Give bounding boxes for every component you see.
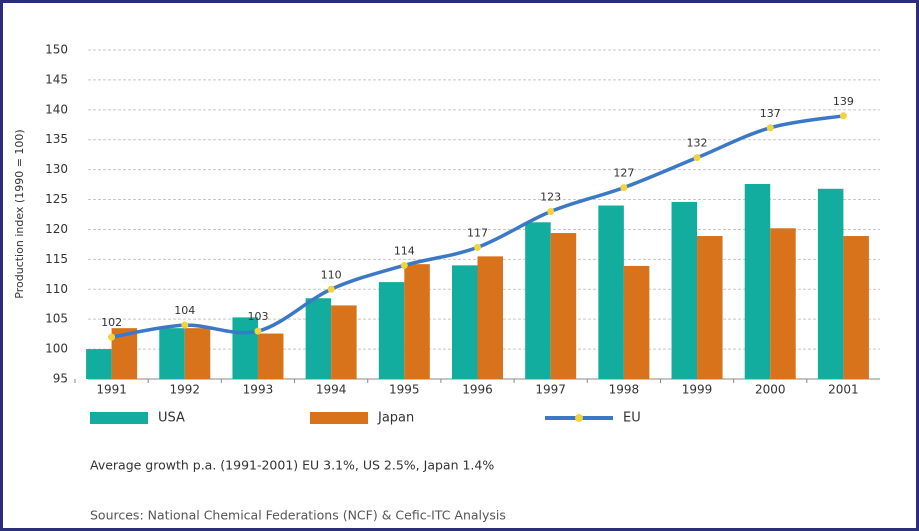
data-label: 123 [540, 191, 561, 204]
y-tick-label: 95 [53, 372, 68, 386]
bar [525, 222, 551, 379]
x-tick-label: 1998 [609, 383, 640, 397]
y-tick-label: 140 [45, 102, 68, 116]
data-label: 114 [394, 244, 415, 257]
bar [477, 256, 503, 379]
y-tick-label: 100 [45, 342, 68, 356]
y-tick-label: 105 [45, 312, 68, 326]
y-tick-label: 120 [45, 222, 68, 236]
legend-label: Japan [377, 411, 414, 426]
data-label: 103 [247, 310, 268, 323]
bar [305, 298, 332, 379]
source: Sources: National Chemical Federations (… [90, 508, 506, 523]
bar [86, 349, 112, 379]
y-axis-label: Production index (1990 = 100) [13, 129, 26, 298]
x-tick-label: 1993 [243, 383, 274, 397]
data-label: 117 [467, 226, 488, 239]
bar [257, 333, 284, 379]
bar [843, 236, 869, 379]
bar [744, 183, 771, 379]
x-tick-label: 2001 [828, 383, 859, 397]
bar [378, 282, 405, 379]
y-tick-label: 135 [45, 132, 68, 146]
point [547, 208, 555, 216]
point [327, 285, 335, 293]
y-tick-label: 150 [45, 43, 68, 57]
point [474, 243, 481, 251]
legend-label: EU [623, 411, 641, 426]
point [254, 327, 262, 335]
point [108, 333, 116, 341]
data-label: 139 [833, 95, 854, 108]
bar [452, 265, 478, 379]
data-label: 137 [760, 107, 781, 120]
bar [817, 188, 844, 379]
x-tick-label: 1996 [462, 383, 493, 397]
bar [232, 317, 258, 379]
bar [770, 228, 796, 379]
bar [331, 305, 357, 379]
x-tick-label: 1997 [535, 383, 566, 397]
data-label: 132 [687, 137, 708, 150]
point [766, 124, 774, 132]
x-tick-label: 1995 [389, 383, 420, 397]
point [693, 154, 701, 162]
note: Average growth p.a. (1991-2001) EU 3.1%,… [90, 458, 494, 473]
point [400, 261, 408, 269]
y-tick-label: 130 [45, 162, 68, 176]
data-label: 127 [613, 167, 634, 180]
legend-marker [575, 414, 583, 422]
x-tick-label: 1999 [682, 383, 713, 397]
legend-swatch [90, 412, 148, 424]
bar [159, 328, 185, 379]
x-tick-label: 2000 [755, 383, 786, 397]
bar [184, 328, 211, 379]
bar [404, 264, 430, 379]
x-tick-label: 1991 [96, 383, 127, 397]
y-tick-label: 145 [45, 72, 68, 86]
data-label: 102 [101, 316, 122, 329]
point [620, 184, 628, 192]
x-tick-label: 1992 [169, 383, 200, 397]
data-label: 110 [321, 268, 342, 281]
bar [671, 201, 698, 379]
y-tick-label: 125 [45, 192, 68, 206]
point [181, 321, 189, 329]
point [839, 112, 847, 120]
x-tick-label: 1994 [316, 383, 347, 397]
legend-swatch [310, 412, 368, 424]
legend-label: USA [158, 411, 185, 426]
y-tick-label: 110 [45, 282, 68, 296]
bar [623, 265, 650, 379]
y-tick-label: 115 [45, 252, 68, 266]
data-label: 104 [174, 304, 195, 317]
bar [697, 236, 723, 379]
bar [550, 233, 577, 379]
bar [598, 205, 624, 379]
